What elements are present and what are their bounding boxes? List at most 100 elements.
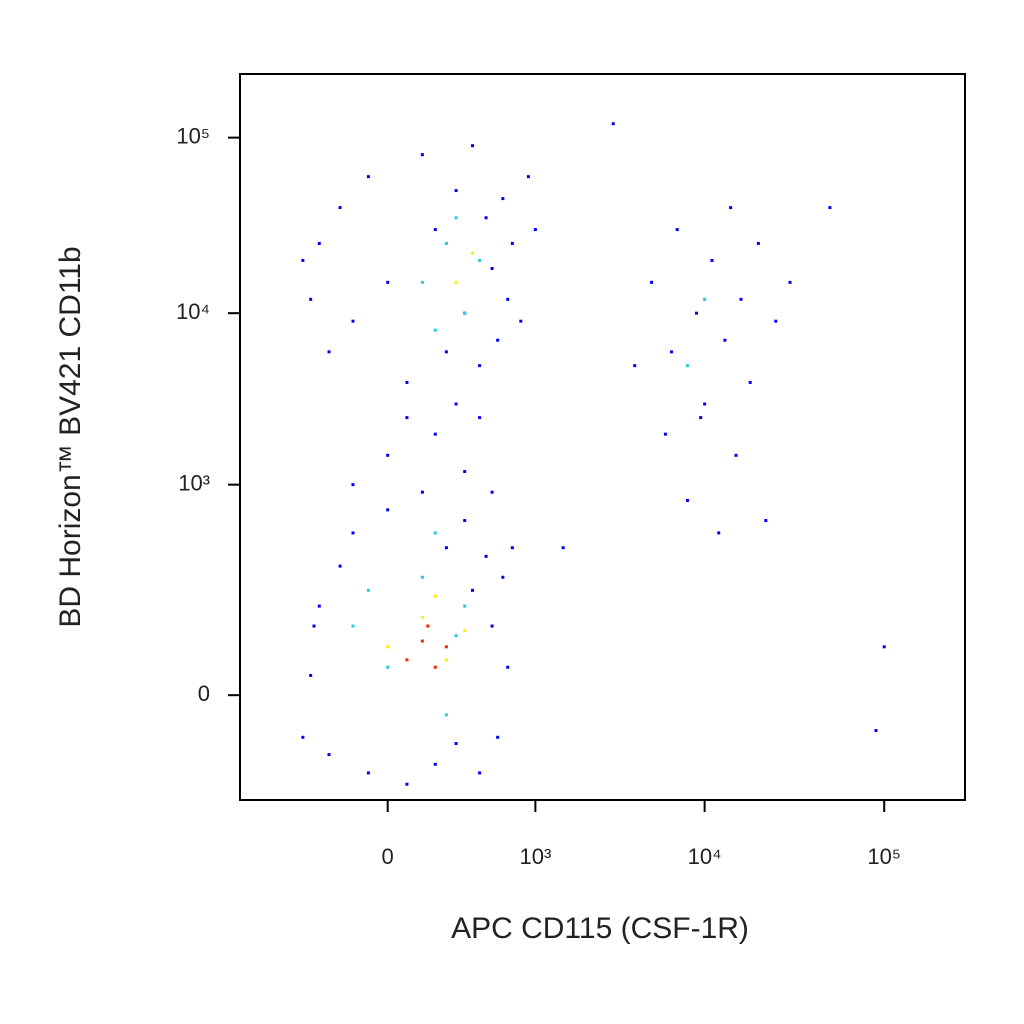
point bbox=[433, 594, 437, 598]
point bbox=[695, 311, 699, 315]
point bbox=[454, 280, 458, 284]
point bbox=[386, 645, 390, 649]
point bbox=[748, 380, 752, 384]
point bbox=[650, 280, 654, 284]
x-tick-label: 10⁵ bbox=[867, 844, 901, 869]
point bbox=[312, 624, 316, 628]
point bbox=[471, 588, 475, 592]
point bbox=[327, 753, 331, 757]
point bbox=[510, 241, 514, 245]
point bbox=[685, 364, 689, 368]
point bbox=[405, 416, 409, 420]
point bbox=[351, 319, 355, 323]
point bbox=[703, 402, 707, 406]
x-axis-label: APC CD115 (CSF-1R) bbox=[451, 912, 749, 945]
point bbox=[501, 197, 505, 201]
point bbox=[301, 735, 305, 739]
point bbox=[454, 742, 458, 746]
point bbox=[463, 470, 467, 474]
point bbox=[454, 216, 458, 220]
point bbox=[317, 604, 321, 608]
point bbox=[444, 350, 448, 354]
point bbox=[454, 402, 458, 406]
point bbox=[882, 645, 886, 649]
point bbox=[463, 629, 467, 633]
point bbox=[788, 280, 792, 284]
point bbox=[734, 453, 738, 457]
point bbox=[420, 490, 424, 494]
x-tick-label: 10⁴ bbox=[688, 844, 722, 869]
y-tick-label: 10⁴ bbox=[176, 299, 210, 324]
point bbox=[611, 122, 615, 126]
point bbox=[444, 713, 448, 717]
point bbox=[351, 624, 355, 628]
point bbox=[510, 546, 514, 550]
point bbox=[454, 189, 458, 193]
x-tick-label: 10³ bbox=[519, 844, 551, 869]
point bbox=[490, 266, 494, 270]
point bbox=[327, 350, 331, 354]
point bbox=[670, 350, 674, 354]
point bbox=[420, 153, 424, 157]
point bbox=[386, 453, 390, 457]
point bbox=[433, 531, 437, 535]
point bbox=[756, 241, 760, 245]
point bbox=[675, 228, 679, 232]
point bbox=[471, 251, 475, 255]
point bbox=[501, 575, 505, 579]
point bbox=[405, 658, 409, 662]
point bbox=[444, 645, 448, 649]
point bbox=[420, 639, 424, 643]
point bbox=[301, 258, 305, 262]
point bbox=[338, 564, 342, 568]
point bbox=[874, 729, 878, 733]
point bbox=[471, 144, 475, 148]
point bbox=[774, 319, 778, 323]
point bbox=[433, 228, 437, 232]
point bbox=[420, 575, 424, 579]
plot-frame bbox=[239, 73, 966, 801]
point bbox=[526, 175, 530, 179]
point bbox=[405, 782, 409, 786]
point bbox=[426, 624, 430, 628]
y-tick-label: 0 bbox=[198, 681, 210, 706]
point bbox=[685, 499, 689, 503]
point bbox=[561, 546, 565, 550]
point bbox=[478, 416, 482, 420]
point bbox=[444, 658, 448, 662]
point bbox=[366, 771, 370, 775]
point bbox=[317, 241, 321, 245]
point bbox=[433, 432, 437, 436]
point bbox=[386, 665, 390, 669]
point bbox=[444, 546, 448, 550]
point bbox=[433, 762, 437, 766]
point bbox=[478, 771, 482, 775]
point bbox=[663, 432, 667, 436]
point bbox=[699, 416, 703, 420]
point bbox=[710, 258, 714, 262]
point bbox=[309, 673, 313, 677]
point bbox=[366, 175, 370, 179]
x-tick-label: 0 bbox=[382, 844, 394, 869]
point bbox=[633, 364, 637, 368]
point bbox=[533, 228, 537, 232]
point bbox=[433, 665, 437, 669]
point bbox=[309, 297, 313, 301]
point bbox=[463, 311, 467, 315]
y-axis-label: BD Horizon™ BV421 CD11b bbox=[54, 246, 87, 627]
point bbox=[764, 519, 768, 523]
point bbox=[420, 615, 424, 619]
point bbox=[723, 338, 727, 342]
point bbox=[351, 531, 355, 535]
point bbox=[366, 588, 370, 592]
point bbox=[703, 297, 707, 301]
point bbox=[729, 206, 733, 210]
point bbox=[484, 554, 488, 558]
point bbox=[519, 319, 523, 323]
point bbox=[496, 338, 500, 342]
point bbox=[484, 216, 488, 220]
point bbox=[454, 634, 458, 638]
point bbox=[433, 328, 437, 332]
